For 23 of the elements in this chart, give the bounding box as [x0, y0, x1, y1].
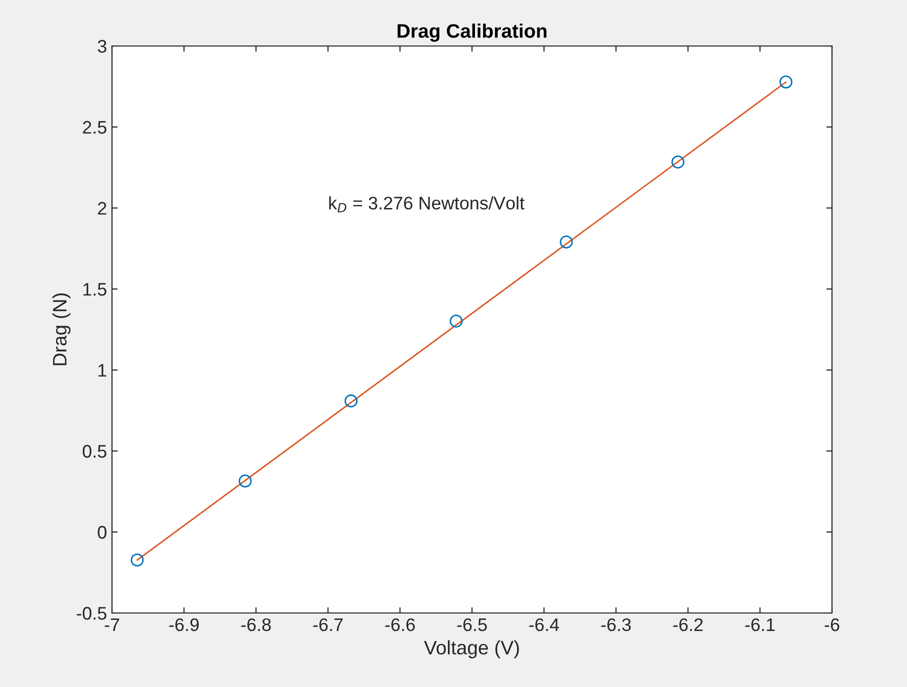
- x-tick-label: -6.7: [313, 618, 343, 632]
- x-tick-label: -6.2: [673, 618, 703, 632]
- y-tick-label: 0.5: [82, 444, 106, 458]
- annotation: k$_{D}$ = 3.276 Newtons/Volt: [329, 196, 524, 212]
- x-tick-label: -6.4: [529, 618, 560, 632]
- x-tick-label: -6.8: [241, 618, 271, 632]
- y-tick-label: 2.5: [82, 120, 106, 134]
- y-tick-label: 1: [98, 364, 106, 377]
- x-tick-label: -6.6: [385, 618, 415, 632]
- x-tick-label: -6.1: [745, 618, 775, 632]
- x-tick-label: -6.5: [457, 618, 487, 632]
- y-tick-label: 2: [98, 202, 106, 215]
- y-tick-label: -0.5: [76, 606, 106, 620]
- y-tick-label: 0: [98, 526, 106, 539]
- y-axis-title: Drag (N): [52, 293, 70, 366]
- x-axis-title: Voltage (V): [424, 640, 519, 658]
- x-tick-label: -6.3: [601, 618, 631, 632]
- y-tick-label: 3: [98, 40, 106, 53]
- x-tick-label: -7: [104, 618, 120, 631]
- y-tick-label: 1.5: [83, 283, 106, 296]
- chart-title: Drag Calibration: [398, 24, 546, 42]
- x-tick-label: -6: [824, 618, 840, 632]
- x-tick-label: -6.9: [169, 618, 199, 632]
